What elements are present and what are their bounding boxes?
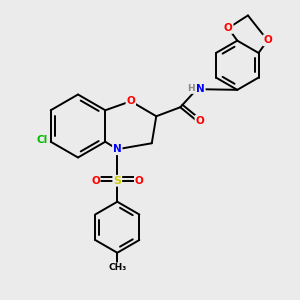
- Text: O: O: [195, 116, 204, 126]
- Text: O: O: [263, 35, 272, 45]
- Text: N: N: [196, 84, 205, 94]
- Text: O: O: [224, 23, 233, 33]
- Text: O: O: [126, 96, 135, 106]
- Text: H: H: [188, 84, 195, 93]
- Text: Cl: Cl: [37, 135, 48, 145]
- Text: S: S: [113, 176, 121, 186]
- Text: CH₃: CH₃: [108, 263, 126, 272]
- Text: O: O: [91, 176, 100, 186]
- Text: N: N: [113, 144, 122, 154]
- Text: O: O: [135, 176, 144, 186]
